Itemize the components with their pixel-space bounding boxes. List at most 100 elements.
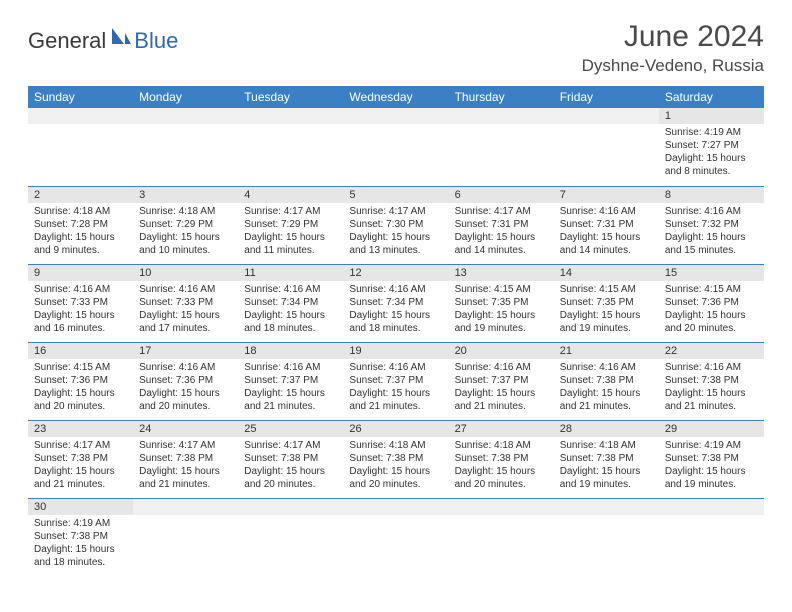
day-details: Sunrise: 4:16 AMSunset: 7:36 PMDaylight:… [133,359,238,417]
day-number: 19 [343,343,448,359]
day-details: Sunrise: 4:17 AMSunset: 7:38 PMDaylight:… [133,437,238,495]
day-details: Sunrise: 4:15 AMSunset: 7:36 PMDaylight:… [659,281,764,339]
calendar-day-cell: 6Sunrise: 4:17 AMSunset: 7:31 PMDaylight… [449,186,554,264]
day-details: Sunrise: 4:16 AMSunset: 7:33 PMDaylight:… [28,281,133,339]
day-details: Sunrise: 4:16 AMSunset: 7:32 PMDaylight:… [659,203,764,261]
calendar-day-cell: 14Sunrise: 4:15 AMSunset: 7:35 PMDayligh… [554,264,659,342]
calendar-day-cell: 27Sunrise: 4:18 AMSunset: 7:38 PMDayligh… [449,420,554,498]
weekday-header: Friday [554,86,659,108]
day-details: Sunrise: 4:16 AMSunset: 7:34 PMDaylight:… [343,281,448,339]
calendar-day-cell: 5Sunrise: 4:17 AMSunset: 7:30 PMDaylight… [343,186,448,264]
day-details: Sunrise: 4:18 AMSunset: 7:38 PMDaylight:… [449,437,554,495]
day-details: Sunrise: 4:18 AMSunset: 7:28 PMDaylight:… [28,203,133,261]
calendar-day-cell: 20Sunrise: 4:16 AMSunset: 7:37 PMDayligh… [449,342,554,420]
day-details: Sunrise: 4:18 AMSunset: 7:29 PMDaylight:… [133,203,238,261]
calendar-empty-cell [449,108,554,186]
day-number: 24 [133,421,238,437]
calendar-empty-cell [343,498,448,576]
calendar-empty-cell [449,498,554,576]
day-number: 30 [28,499,133,515]
day-number: 6 [449,187,554,203]
day-details: Sunrise: 4:16 AMSunset: 7:31 PMDaylight:… [554,203,659,261]
calendar-empty-cell [133,108,238,186]
calendar-table: SundayMondayTuesdayWednesdayThursdayFrid… [28,86,764,576]
day-number: 8 [659,187,764,203]
day-number: 27 [449,421,554,437]
day-number: 12 [343,265,448,281]
calendar-empty-cell [343,108,448,186]
month-title: June 2024 [582,20,764,54]
header: General Blue June 2024 Dyshne-Vedeno, Ru… [28,20,764,76]
calendar-day-cell: 28Sunrise: 4:18 AMSunset: 7:38 PMDayligh… [554,420,659,498]
day-number: 28 [554,421,659,437]
day-details: Sunrise: 4:17 AMSunset: 7:31 PMDaylight:… [449,203,554,261]
day-details: Sunrise: 4:16 AMSunset: 7:38 PMDaylight:… [554,359,659,417]
day-details: Sunrise: 4:17 AMSunset: 7:30 PMDaylight:… [343,203,448,261]
weekday-header: Wednesday [343,86,448,108]
calendar-row: 2Sunrise: 4:18 AMSunset: 7:28 PMDaylight… [28,186,764,264]
calendar-empty-cell [659,498,764,576]
day-number: 14 [554,265,659,281]
calendar-day-cell: 2Sunrise: 4:18 AMSunset: 7:28 PMDaylight… [28,186,133,264]
day-details: Sunrise: 4:18 AMSunset: 7:38 PMDaylight:… [554,437,659,495]
calendar-day-cell: 8Sunrise: 4:16 AMSunset: 7:32 PMDaylight… [659,186,764,264]
day-details: Sunrise: 4:19 AMSunset: 7:38 PMDaylight:… [659,437,764,495]
day-number: 9 [28,265,133,281]
calendar-day-cell: 11Sunrise: 4:16 AMSunset: 7:34 PMDayligh… [238,264,343,342]
calendar-day-cell: 7Sunrise: 4:16 AMSunset: 7:31 PMDaylight… [554,186,659,264]
calendar-row: 23Sunrise: 4:17 AMSunset: 7:38 PMDayligh… [28,420,764,498]
calendar-row: 1Sunrise: 4:19 AMSunset: 7:27 PMDaylight… [28,108,764,186]
weekday-header-row: SundayMondayTuesdayWednesdayThursdayFrid… [28,86,764,108]
calendar-day-cell: 16Sunrise: 4:15 AMSunset: 7:36 PMDayligh… [28,342,133,420]
logo-text-general: General [28,28,106,54]
calendar-row: 30Sunrise: 4:19 AMSunset: 7:38 PMDayligh… [28,498,764,576]
calendar-day-cell: 23Sunrise: 4:17 AMSunset: 7:38 PMDayligh… [28,420,133,498]
calendar-day-cell: 18Sunrise: 4:16 AMSunset: 7:37 PMDayligh… [238,342,343,420]
day-number: 7 [554,187,659,203]
calendar-day-cell: 15Sunrise: 4:15 AMSunset: 7:36 PMDayligh… [659,264,764,342]
day-details: Sunrise: 4:17 AMSunset: 7:29 PMDaylight:… [238,203,343,261]
day-details: Sunrise: 4:17 AMSunset: 7:38 PMDaylight:… [28,437,133,495]
day-details: Sunrise: 4:18 AMSunset: 7:38 PMDaylight:… [343,437,448,495]
calendar-day-cell: 22Sunrise: 4:16 AMSunset: 7:38 PMDayligh… [659,342,764,420]
day-number: 18 [238,343,343,359]
calendar-empty-cell [28,108,133,186]
day-number: 23 [28,421,133,437]
calendar-day-cell: 4Sunrise: 4:17 AMSunset: 7:29 PMDaylight… [238,186,343,264]
day-number: 15 [659,265,764,281]
calendar-day-cell: 25Sunrise: 4:17 AMSunset: 7:38 PMDayligh… [238,420,343,498]
day-details: Sunrise: 4:15 AMSunset: 7:35 PMDaylight:… [449,281,554,339]
calendar-body: 1Sunrise: 4:19 AMSunset: 7:27 PMDaylight… [28,108,764,576]
weekday-header: Saturday [659,86,764,108]
day-details: Sunrise: 4:15 AMSunset: 7:35 PMDaylight:… [554,281,659,339]
day-number: 2 [28,187,133,203]
location: Dyshne-Vedeno, Russia [582,56,764,76]
day-details: Sunrise: 4:19 AMSunset: 7:27 PMDaylight:… [659,124,764,182]
day-details: Sunrise: 4:16 AMSunset: 7:34 PMDaylight:… [238,281,343,339]
calendar-empty-cell [554,108,659,186]
calendar-day-cell: 3Sunrise: 4:18 AMSunset: 7:29 PMDaylight… [133,186,238,264]
calendar-day-cell: 10Sunrise: 4:16 AMSunset: 7:33 PMDayligh… [133,264,238,342]
day-number: 20 [449,343,554,359]
logo-text-blue: Blue [134,28,178,54]
day-number: 1 [659,108,764,124]
weekday-header: Tuesday [238,86,343,108]
weekday-header: Thursday [449,86,554,108]
calendar-day-cell: 17Sunrise: 4:16 AMSunset: 7:36 PMDayligh… [133,342,238,420]
calendar-day-cell: 24Sunrise: 4:17 AMSunset: 7:38 PMDayligh… [133,420,238,498]
day-number: 16 [28,343,133,359]
calendar-row: 9Sunrise: 4:16 AMSunset: 7:33 PMDaylight… [28,264,764,342]
day-number: 5 [343,187,448,203]
day-details: Sunrise: 4:16 AMSunset: 7:37 PMDaylight:… [238,359,343,417]
day-number: 29 [659,421,764,437]
weekday-header: Monday [133,86,238,108]
day-number: 11 [238,265,343,281]
day-number: 10 [133,265,238,281]
logo: General Blue [28,26,178,55]
day-details: Sunrise: 4:16 AMSunset: 7:37 PMDaylight:… [343,359,448,417]
calendar-day-cell: 30Sunrise: 4:19 AMSunset: 7:38 PMDayligh… [28,498,133,576]
logo-sail-icon [110,26,132,51]
day-number: 4 [238,187,343,203]
day-number: 3 [133,187,238,203]
calendar-day-cell: 19Sunrise: 4:16 AMSunset: 7:37 PMDayligh… [343,342,448,420]
